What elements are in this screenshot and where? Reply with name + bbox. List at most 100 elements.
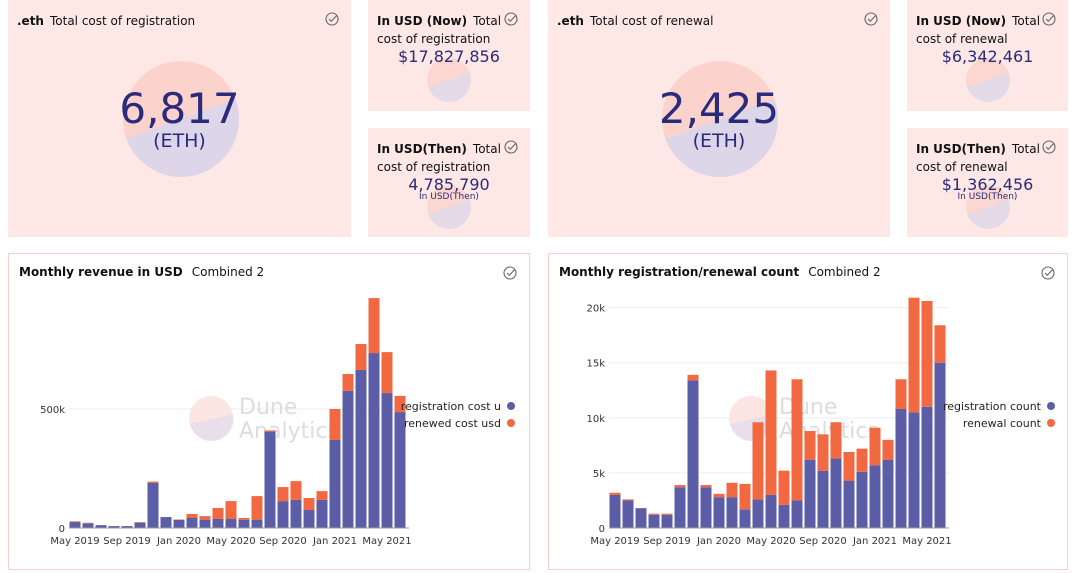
counter-prefix: .eth xyxy=(17,14,44,28)
bar xyxy=(329,409,341,440)
x-tick-label: May 2020 xyxy=(746,536,795,547)
decoration xyxy=(965,184,1010,229)
bar xyxy=(303,498,315,510)
x-tick-label: May 2020 xyxy=(206,536,255,547)
counter-value: $17,827,856 xyxy=(398,47,500,66)
bar xyxy=(394,412,406,528)
y-tick-label: 500k xyxy=(40,405,65,416)
counter-value: 4,785,790 xyxy=(408,175,490,194)
check-icon[interactable] xyxy=(504,12,518,26)
legend-label: registration count xyxy=(943,400,1042,413)
bar xyxy=(147,481,159,484)
bar xyxy=(69,522,81,528)
x-tick-label: Jan 2021 xyxy=(852,536,897,547)
bar xyxy=(82,523,94,528)
bar xyxy=(934,325,946,363)
bar xyxy=(921,406,933,528)
counter-header: In USD (Now) Total cost of renewal xyxy=(916,12,1041,48)
x-tick-label: Sep 2019 xyxy=(103,536,150,547)
check-icon[interactable] xyxy=(1042,12,1056,26)
counter-header: In USD (Now) Total cost of registration xyxy=(377,12,502,48)
bar xyxy=(225,518,237,528)
check-icon[interactable] xyxy=(1041,266,1055,280)
bar xyxy=(882,439,894,460)
bar xyxy=(752,499,764,528)
x-tick-label: Jan 2021 xyxy=(312,536,357,547)
x-tick-label: Sep 2020 xyxy=(259,536,306,547)
chart-panel: Monthly registration/renewal count Combin… xyxy=(548,253,1068,570)
bar xyxy=(687,374,699,381)
legend-label: renewal count xyxy=(963,417,1042,430)
bar xyxy=(134,522,146,528)
bar xyxy=(713,493,725,498)
bar xyxy=(147,483,159,528)
bar xyxy=(160,517,172,528)
bar xyxy=(895,409,907,528)
legend-marker xyxy=(1047,402,1055,410)
counter-prefix: .eth xyxy=(557,14,584,28)
bar xyxy=(726,482,738,498)
bar xyxy=(843,451,855,481)
bar xyxy=(212,508,224,519)
watermark: Analytics xyxy=(239,419,339,444)
chart-panel: Monthly revenue in USD Combined 2 0 500k Dun… xyxy=(8,253,530,570)
counter-title: Total cost of registration xyxy=(377,14,502,46)
decoration xyxy=(662,61,778,177)
counter-value: $6,342,461 xyxy=(941,47,1034,66)
counter-prefix: In USD (Now) xyxy=(916,14,1007,28)
bar xyxy=(290,481,302,500)
y-tick-label: 0 xyxy=(59,524,65,535)
counter-prefix: In USD(Then) xyxy=(916,142,1006,156)
bar xyxy=(882,459,894,528)
check-icon[interactable] xyxy=(504,140,518,154)
bar xyxy=(908,297,920,413)
check-icon[interactable] xyxy=(864,12,878,26)
bar xyxy=(856,471,868,528)
counter-header: .eth Total cost of renewal xyxy=(557,12,713,30)
bar xyxy=(199,519,211,528)
counter: $6,342,461 In USD (Now) Total cost of rene… xyxy=(907,0,1068,111)
bar xyxy=(804,459,816,528)
bar xyxy=(342,390,354,528)
legend-label: renewed cost usd xyxy=(404,417,501,430)
bar xyxy=(355,369,367,528)
bar xyxy=(648,513,660,515)
bar xyxy=(895,379,907,409)
watermark: Dune xyxy=(779,395,837,420)
bar xyxy=(186,518,198,528)
decoration xyxy=(965,57,1010,102)
chart-title: Monthly registration/renewal count xyxy=(559,265,799,279)
bar xyxy=(869,427,881,466)
bar xyxy=(856,448,868,472)
check-icon[interactable] xyxy=(325,12,339,26)
chart: Monthly revenue in USD Combined 2 0 500k Dun… xyxy=(19,265,517,547)
bar xyxy=(108,526,120,528)
bar xyxy=(661,513,673,515)
check-icon[interactable] xyxy=(1042,140,1056,154)
bar xyxy=(381,393,393,528)
bar xyxy=(212,518,224,528)
y-tick-label: 10k xyxy=(586,414,605,425)
counter-title: Total cost of registration xyxy=(49,14,196,28)
bar xyxy=(316,491,328,500)
bar xyxy=(69,521,81,523)
bar xyxy=(609,492,621,495)
bar xyxy=(713,497,725,528)
bar xyxy=(251,496,263,520)
bar xyxy=(869,465,881,528)
bar xyxy=(739,483,751,510)
y-tick-label: 15k xyxy=(586,359,605,370)
bar xyxy=(394,395,406,413)
check-icon[interactable] xyxy=(503,266,517,280)
bar xyxy=(381,352,393,394)
bar xyxy=(934,362,946,528)
counter-title: Total cost of renewal xyxy=(916,14,1041,46)
bar xyxy=(368,353,380,528)
counter-prefix: In USD (Now) xyxy=(377,14,468,28)
bar xyxy=(908,412,920,528)
bar xyxy=(303,509,315,528)
watermark: Dune xyxy=(239,395,297,420)
counter-unit: (ETH) xyxy=(153,130,206,152)
bar xyxy=(609,494,621,528)
